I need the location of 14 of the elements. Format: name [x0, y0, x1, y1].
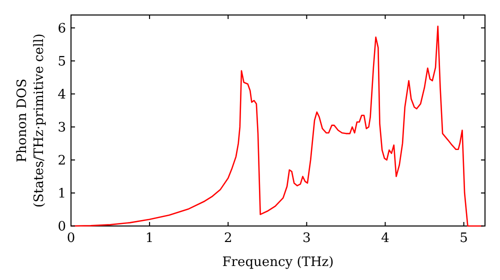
y-tick-label: 2: [58, 154, 66, 169]
x-tick-label: 3: [302, 231, 311, 246]
x-tick-label: 2: [224, 231, 232, 246]
y-tick-label: 6: [58, 21, 66, 36]
y-axis-title: Phonon DOS (States/THz·primitive cell): [15, 33, 47, 208]
x-axis-title: Frequency (THz): [222, 255, 334, 270]
x-tick-label: 4: [381, 231, 390, 246]
x-tick-label: 5: [460, 231, 468, 246]
y-tick-label: 4: [58, 87, 66, 102]
y-tick-label: 1: [58, 186, 66, 202]
y-tick-label: 3: [58, 120, 66, 136]
y-tick-label: 0: [58, 220, 66, 235]
y-tick-label: 5: [58, 54, 66, 70]
x-tick-label: 1: [145, 231, 154, 246]
